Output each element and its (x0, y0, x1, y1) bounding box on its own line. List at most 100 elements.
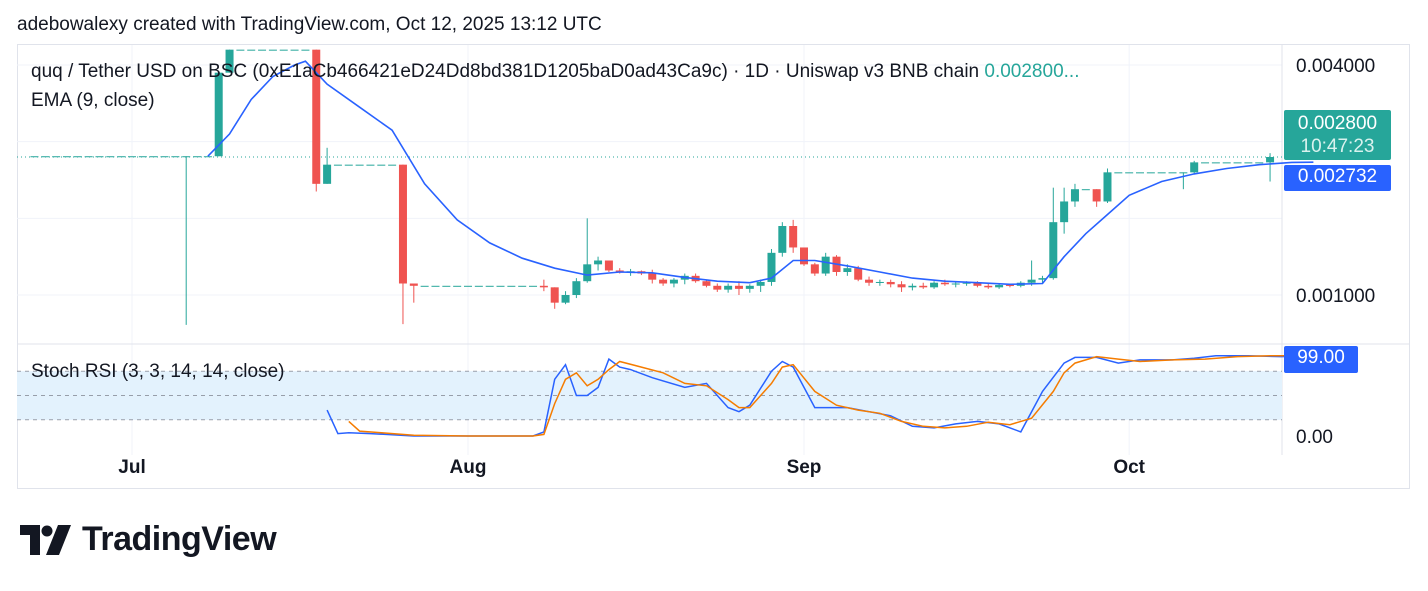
candle (1125, 172, 1134, 174)
candle-body (1070, 189, 1079, 202)
candle-body (388, 164, 397, 166)
x-tick-label: Sep (787, 457, 822, 478)
candle (236, 49, 245, 51)
candle-body (1266, 157, 1275, 163)
candle (908, 283, 917, 291)
candle-body (561, 295, 570, 303)
candle-body (984, 285, 993, 288)
candle-body (453, 285, 462, 287)
candle (171, 156, 180, 158)
candle-body (659, 279, 668, 284)
candle (203, 156, 212, 158)
candle (1146, 172, 1155, 174)
candle-body (138, 156, 147, 158)
candle-body (713, 285, 722, 290)
candle-body (52, 156, 61, 158)
chart-frame (17, 44, 1410, 489)
candle-body (485, 285, 494, 287)
candle (594, 256, 603, 271)
candle (1266, 153, 1275, 182)
candle-body (1244, 162, 1253, 164)
candle-body (1146, 172, 1155, 174)
price-tick-label: 0.004000 (1296, 56, 1375, 77)
candle-body (724, 285, 733, 290)
stoch-tick-label: 0.00 (1296, 427, 1333, 448)
candle-body (1103, 172, 1112, 202)
legend-symbol-row: quq / Tether USD on BSC (0xE1aCb466421eD… (31, 61, 1079, 83)
candle-body (778, 226, 787, 253)
candle-body (745, 285, 754, 289)
candle-body (62, 156, 71, 158)
candle (713, 283, 722, 292)
candle (1136, 172, 1144, 174)
candle-body (1233, 162, 1242, 164)
candle-body (1092, 189, 1101, 202)
legend-symbol-text: quq / Tether USD on BSC (0xE1aCb466421eD… (31, 61, 980, 82)
candle-body (702, 281, 711, 286)
candle-body (160, 156, 169, 158)
candle (398, 164, 407, 325)
axes-layer: 0.004000 0.001000 0.00 Jul Aug Sep Oct (118, 56, 1375, 478)
candle (789, 219, 798, 253)
candle (518, 285, 527, 287)
price-tick-label: 0.001000 (1296, 286, 1375, 307)
candle (1027, 260, 1036, 286)
candle (442, 285, 451, 287)
candle-body (442, 285, 451, 287)
candle (1157, 172, 1166, 174)
candle-body (1060, 201, 1069, 223)
candle-body (333, 164, 342, 166)
candle-body (214, 72, 223, 157)
candle-body (1049, 222, 1058, 279)
candle-body (41, 156, 50, 158)
candle (41, 156, 50, 158)
candle (734, 281, 743, 295)
candle (702, 279, 711, 288)
candle-body (854, 268, 863, 280)
candle-body (1125, 172, 1134, 174)
candle (821, 252, 830, 276)
candle-body (1114, 172, 1123, 174)
candle (930, 281, 939, 289)
candle (1103, 168, 1112, 203)
candle (106, 156, 115, 158)
candle-body (518, 285, 527, 287)
candle-body (572, 281, 581, 295)
candle (767, 249, 776, 286)
candle (84, 156, 93, 158)
candle (1211, 162, 1220, 164)
candle-body (940, 282, 949, 285)
candle (604, 260, 613, 272)
candle (919, 282, 928, 289)
candle-body (106, 156, 115, 158)
candle-body (962, 282, 971, 284)
candle-body (420, 285, 429, 287)
candle (1233, 162, 1242, 164)
candle-body (366, 164, 375, 166)
candle (1092, 189, 1101, 207)
candle-body (1211, 162, 1220, 164)
candle-body (268, 49, 277, 51)
candle-body (507, 285, 516, 287)
candle (659, 278, 668, 286)
candle (268, 49, 277, 51)
candle-body (973, 282, 982, 286)
candle (539, 279, 548, 292)
chart-caption: adebowalexy created with TradingView.com… (17, 14, 602, 35)
stoch-d-line (348, 355, 1314, 437)
candle-body (756, 281, 765, 286)
candle (1070, 183, 1079, 207)
candle (1049, 187, 1058, 280)
candle (247, 49, 256, 51)
candle-body (810, 264, 819, 274)
candle (117, 156, 126, 158)
countdown-value: 10:47:23 (1300, 136, 1375, 157)
candle-body (1005, 285, 1014, 287)
candle (160, 156, 169, 158)
candle-body (377, 164, 386, 166)
x-tick-label: Oct (1113, 457, 1145, 478)
candle (377, 164, 386, 166)
candle-body (1222, 162, 1231, 164)
candle (409, 283, 418, 303)
